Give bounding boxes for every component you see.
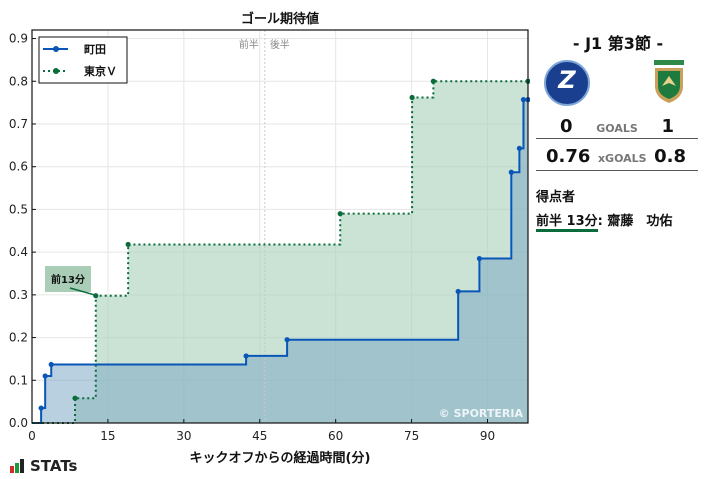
xgoals-label: xGOALS bbox=[597, 152, 647, 165]
svg-text:後半: 後半 bbox=[270, 38, 290, 51]
svg-text:0: 0 bbox=[28, 429, 36, 443]
chart-title: ゴール期待値 bbox=[240, 12, 319, 27]
bar-chart-icon bbox=[10, 459, 24, 473]
round-label: - J1 第3節 - bbox=[572, 34, 664, 53]
svg-text:90: 90 bbox=[480, 429, 495, 443]
home-xg: 0.76 bbox=[546, 146, 591, 167]
svg-text:75: 75 bbox=[404, 429, 419, 443]
svg-text:0.1: 0.1 bbox=[9, 373, 28, 387]
svg-text:0.2: 0.2 bbox=[9, 331, 28, 345]
tokyo-verdy-logo bbox=[654, 60, 684, 103]
goals-label: GOALS bbox=[596, 122, 638, 135]
svg-text:15: 15 bbox=[100, 429, 115, 443]
svg-text:0.8: 0.8 bbox=[9, 74, 28, 88]
away-goals: 1 bbox=[661, 116, 674, 137]
svg-text:45: 45 bbox=[252, 429, 267, 443]
scorer-time: 前半 13分 bbox=[536, 214, 598, 232]
svg-text:前13分: 前13分 bbox=[51, 273, 85, 286]
brand-text: STATs bbox=[30, 457, 78, 475]
svg-text:60: 60 bbox=[328, 429, 343, 443]
machida-zelvia-logo bbox=[544, 60, 590, 106]
scorer-name: : 齋藤 功佑 bbox=[597, 214, 673, 229]
away-xg: 0.8 bbox=[654, 146, 686, 167]
svg-text:0.9: 0.9 bbox=[9, 32, 28, 46]
scorer-entry: 前半 13分: 齋藤 功佑 bbox=[536, 210, 673, 232]
x-axis-label: キックオフからの経過時間(分) bbox=[189, 451, 371, 466]
home-goals: 0 bbox=[560, 116, 573, 137]
svg-text:0.5: 0.5 bbox=[9, 202, 28, 216]
goals-row: 0 GOALS 1 bbox=[536, 116, 698, 139]
svg-text:町田: 町田 bbox=[84, 43, 106, 56]
svg-text:© SPORTERIA: © SPORTERIA bbox=[439, 407, 524, 420]
svg-text:前半: 前半 bbox=[239, 38, 259, 51]
svg-text:0.4: 0.4 bbox=[9, 245, 28, 259]
svg-text:0.3: 0.3 bbox=[9, 288, 28, 302]
svg-text:30: 30 bbox=[176, 429, 191, 443]
svg-text:東京Ｖ: 東京Ｖ bbox=[84, 64, 117, 78]
svg-text:0.0: 0.0 bbox=[9, 416, 28, 430]
scorers-title: 得点者 bbox=[536, 190, 576, 205]
xgoals-row: 0.76 xGOALS 0.8 bbox=[536, 146, 698, 171]
stats-brand: STATs bbox=[10, 457, 77, 475]
svg-text:0.7: 0.7 bbox=[9, 117, 28, 131]
svg-text:0.6: 0.6 bbox=[9, 160, 28, 174]
